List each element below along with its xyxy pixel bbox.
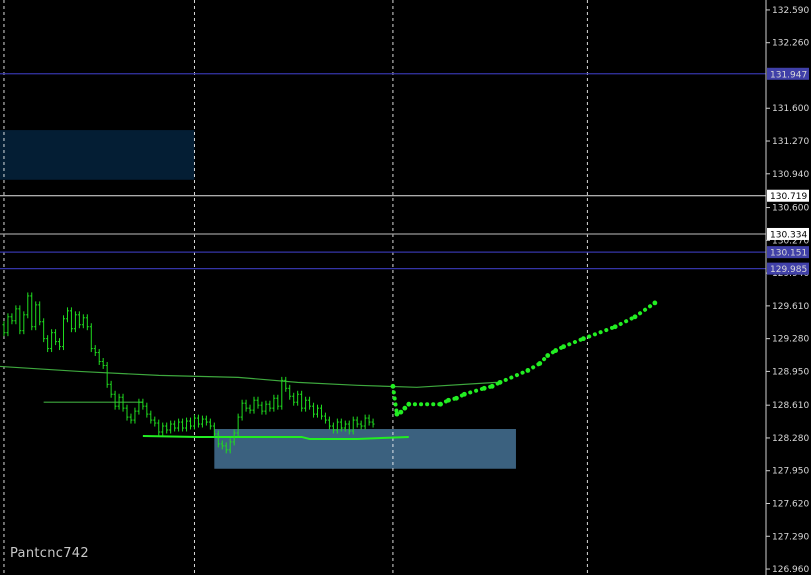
price-level-tag [767, 246, 809, 259]
price-level-tag-label: 129.985 [770, 265, 807, 275]
forecast-point [394, 411, 400, 417]
price-axis-tick-label: 128.950 [772, 367, 809, 377]
price-axis-tick-label: 132.260 [772, 39, 809, 49]
level-labels-layer: 131.947 130.719 130.334 130.151 129.985 [767, 67, 809, 275]
forecast-segment [581, 324, 618, 341]
price-level-tag-label: 131.947 [770, 70, 807, 80]
price-axis-tick-label: 128.280 [772, 434, 809, 444]
forecast-point [489, 383, 495, 389]
price-axis-tick-label: 130.270 [772, 236, 809, 246]
forecast-segment [390, 384, 399, 417]
forecast-point [537, 361, 543, 366]
price-axis-tick-label: 127.620 [772, 499, 809, 509]
forecast-point [446, 397, 451, 403]
zones-layer [0, 130, 516, 469]
price-axis-tick-label: 131.270 [772, 137, 809, 147]
price-level-tag-label: 130.334 [770, 230, 807, 240]
forecast-point [652, 300, 658, 306]
forecast-point [612, 324, 618, 330]
forecast-point [390, 383, 396, 389]
forecast-point [402, 405, 408, 411]
forecast-segment [498, 368, 530, 385]
upper-zone [0, 130, 195, 180]
lower-zone [214, 429, 516, 469]
candles-layer [2, 292, 375, 454]
forecast-point [438, 401, 443, 407]
forecast-point [545, 353, 551, 358]
forecast-point [581, 336, 586, 342]
price-axis-tick-label: 130.600 [772, 204, 809, 214]
price-axis-tick-label: 127.950 [772, 467, 809, 477]
price-axis-tick-label: 131.600 [772, 104, 809, 114]
forecast-point [398, 409, 404, 415]
forecast-segment [613, 314, 638, 329]
price-level-tag-label: 130.719 [770, 192, 807, 202]
moving-average-line [0, 365, 497, 388]
price-axis-tick-label: 130.940 [772, 170, 809, 180]
price-level-tag [767, 189, 809, 202]
price-axis-tick-label: 129.610 [772, 302, 809, 312]
price-level-tag [767, 262, 809, 275]
price-level-tag [767, 227, 809, 240]
forecast-point [406, 401, 412, 407]
price-axis-tick-label: 129.280 [772, 335, 809, 345]
forecast-point [454, 395, 459, 401]
forecast-point [632, 314, 638, 320]
forecast-layer [390, 300, 658, 417]
forecast-segment [633, 300, 657, 319]
forecast-point [461, 391, 467, 397]
forecast-point [497, 379, 503, 385]
price-level-tag-label: 130.151 [770, 249, 807, 259]
forecast-segment [462, 386, 487, 397]
forecast-point [525, 368, 531, 373]
price-axis-tick-label: 127.290 [772, 532, 809, 542]
forecast-point [561, 344, 566, 349]
indicator-lines-layer [0, 365, 497, 440]
horizontal-levels-layer [0, 73, 766, 270]
price-axis-tick-label: 132.590 [772, 6, 809, 16]
chart-watermark: Pantcnc742 [10, 546, 89, 561]
price-level-tag [767, 67, 809, 80]
support-line [142, 434, 409, 440]
price-axis-tick-label: 126.960 [772, 565, 809, 575]
forecast-point [481, 385, 487, 391]
price-axis-tick-label: 128.610 [772, 401, 809, 411]
forecast-point [553, 348, 559, 353]
forecast-segment [561, 336, 586, 349]
